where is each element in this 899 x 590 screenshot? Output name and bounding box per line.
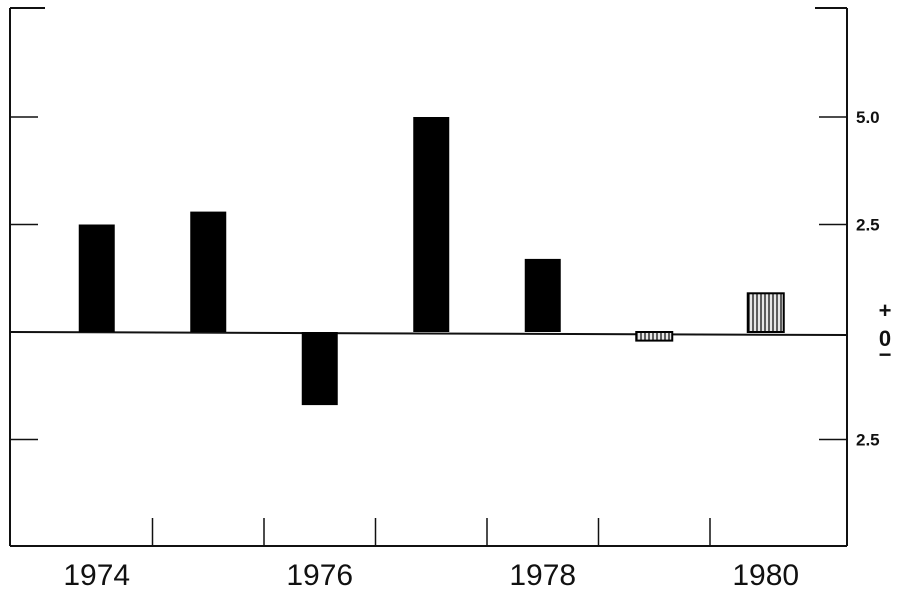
bar-1977 — [413, 117, 450, 332]
zero-baseline — [9, 331, 848, 336]
bars — [78, 117, 785, 406]
bar-1974 — [78, 224, 115, 332]
axes — [9, 7, 848, 547]
y-tick-label: 5.0 — [856, 108, 880, 127]
minus-sign-label: − — [879, 342, 892, 367]
bar-1978 — [524, 258, 561, 332]
x-tick-label: 1974 — [63, 559, 130, 590]
zero-sign-label: 0 — [879, 326, 891, 351]
x-tick-label: 1980 — [732, 559, 799, 590]
x-tick-label: 1976 — [286, 559, 353, 590]
x-tick-label: 1978 — [509, 559, 576, 590]
bar-1976 — [301, 332, 338, 406]
plus-sign-label: + — [879, 298, 892, 323]
tick-labels: 5.0 2.5 2.5 1974 1976 1978 1980 +0− — [63, 108, 891, 590]
bar-1975 — [190, 211, 227, 332]
estimated-bar-1980 — [746, 292, 785, 333]
estimated-bar-1979 — [635, 331, 674, 342]
y-tick-label: 2.5 — [856, 431, 880, 450]
y-tick-label: 2.5 — [856, 216, 880, 235]
